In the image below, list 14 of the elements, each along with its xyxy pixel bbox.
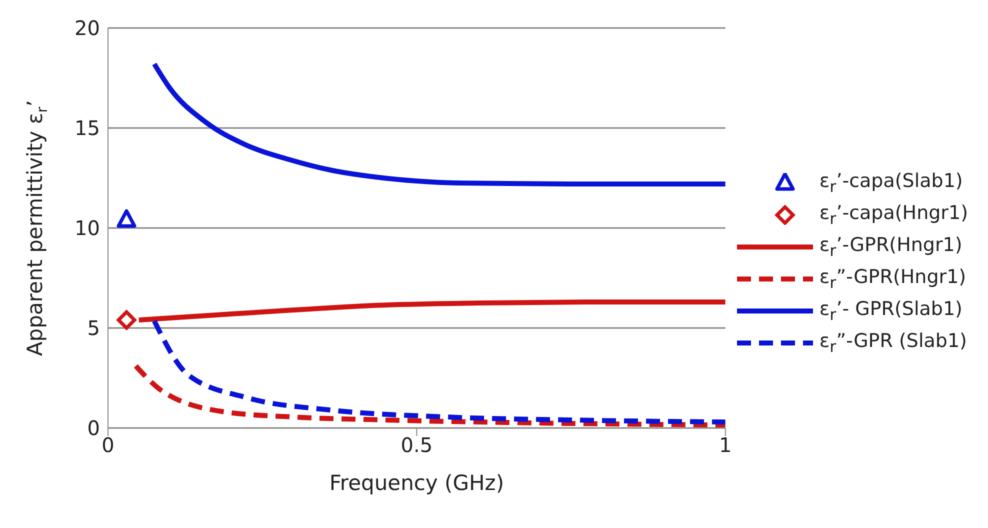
legend-label: ε$_{r}$’- GPR(Slab1)	[819, 298, 962, 324]
legend-label: ε$_{r}$”-GPR (Slab1)	[819, 330, 967, 356]
x-tick-label: 0.5	[400, 433, 433, 458]
y-tick-label: 15	[74, 116, 100, 140]
legend-label: ε$_{r}$’-GPR(Hngr1)	[819, 234, 962, 260]
y-tick-label: 10	[74, 216, 100, 240]
legend-label: ε$_{r}$’-capa(Hngr1)	[819, 202, 968, 228]
legend-label: ε$_{r}$’-capa(Slab1)	[819, 170, 963, 196]
x-axis-title: Frequency (GHz)	[329, 471, 504, 495]
x-tick-label: 1	[719, 433, 732, 458]
y-tick-label: 20	[74, 16, 100, 40]
y-tick-label: 5	[87, 316, 100, 340]
y-tick-label: 0	[87, 416, 100, 440]
legend-label: ε$_{r}$”-GPR(Hngr1)	[819, 266, 966, 292]
